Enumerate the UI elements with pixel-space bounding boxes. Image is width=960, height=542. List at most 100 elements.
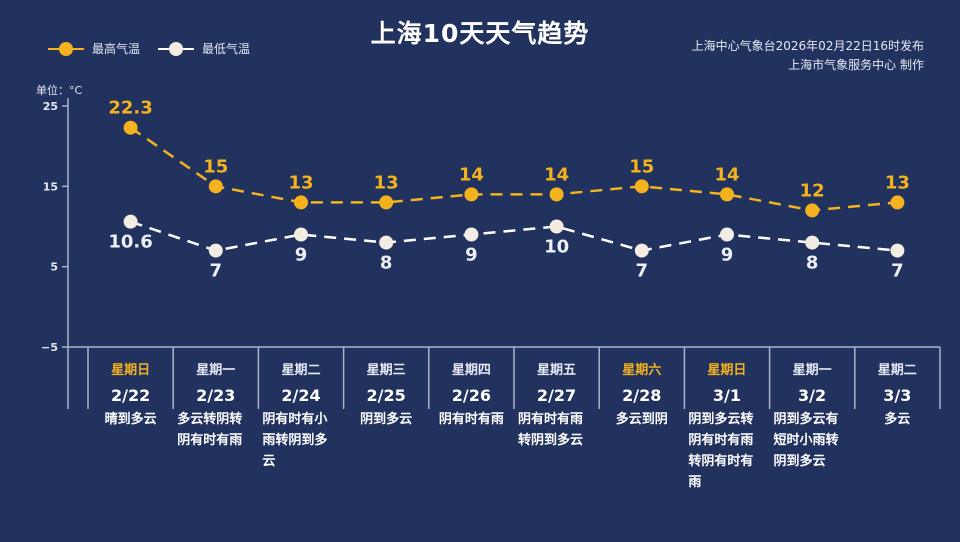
low-temp-label: 9: [465, 245, 478, 266]
high-temp-marker-icon: [48, 41, 84, 56]
date-label: 2/27: [536, 386, 577, 405]
day-header: 星期一 2/23: [173, 347, 258, 409]
weekday-label: 星期二: [877, 363, 917, 378]
day-header: 星期二 2/24: [258, 347, 343, 409]
high-temp-label: 13: [374, 172, 399, 193]
weather-description: 阴到多云转阴有时有雨转阴有时有雨: [688, 412, 754, 490]
legend-item-low: 最低气温: [158, 40, 250, 57]
date-label: 2/23: [196, 386, 236, 405]
low-temp-label: 7: [891, 261, 904, 282]
high-temp-label: 14: [544, 164, 569, 185]
date-label: 3/1: [712, 386, 741, 405]
low-temp-point: [890, 243, 905, 258]
low-temp-point: [123, 214, 138, 229]
low-temp-point: [805, 235, 820, 250]
low-temp-marker-icon: [158, 41, 195, 56]
weather-description: 多云到阴: [615, 412, 668, 427]
forecast-day: 星期五 2/27 阴有时有雨转阴到多云: [514, 347, 599, 493]
high-temp-label: 15: [203, 156, 228, 177]
high-temp-point: [805, 203, 820, 218]
day-header: 星期三 2/25: [344, 347, 429, 409]
y-tick-label: −5: [41, 341, 58, 354]
weekday-label: 星期三: [366, 363, 406, 378]
low-temp-label: 7: [210, 261, 223, 282]
low-temp-label: 8: [806, 253, 819, 274]
weekday-label: 星期一: [196, 363, 236, 378]
forecast-day: 星期三 2/25 阴到多云: [344, 347, 429, 493]
weather-description: 多云: [884, 412, 911, 427]
unit-label: 单位：°C: [36, 84, 83, 97]
forecast-day: 星期日 3/1 阴到多云转阴有时有雨转阴有时有雨: [684, 347, 769, 493]
low-temp-point: [379, 235, 394, 250]
day-header: 星期日 3/1: [684, 347, 769, 409]
low-temp-point: [549, 219, 564, 234]
y-tick-label: 25: [43, 100, 58, 113]
forecast-day: 星期二 3/3 多云: [855, 347, 940, 493]
high-temp-point: [123, 120, 138, 135]
low-temp-line: [130, 220, 898, 252]
day-header: 星期二 3/3: [855, 347, 940, 409]
day-header: 星期四 2/26: [429, 347, 514, 409]
date-label: 2/24: [281, 386, 321, 405]
legend-high-label: 最高气温: [92, 42, 141, 56]
forecast-day: 星期二 2/24 阴有时有小雨转阴到多云: [258, 347, 343, 493]
forecast-days: 星期日 2/22 晴到多云 星期一 2/23 多云转阴转阴有时有雨 星期二 2/24 阴有时有小…: [88, 347, 940, 493]
legend-low-label: 最低气温: [202, 42, 251, 56]
high-temp-label: 22.3: [108, 98, 152, 119]
source-credit: 上海中心气象台2026年02月22日16时发布 上海市气象服务中心 制作: [692, 37, 924, 75]
low-temp-label: 9: [295, 245, 308, 266]
day-header: 星期一 3/2: [770, 347, 855, 409]
weekday-label: 星期四: [451, 363, 491, 378]
forecast-day: 星期一 2/23 多云转阴转阴有时有雨: [173, 347, 258, 493]
low-temp-label: 10.6: [108, 232, 152, 253]
weather-description: 阴有时有雨转阴到多云: [517, 412, 583, 448]
date-label: 2/22: [110, 386, 151, 405]
producer-info: 上海市气象服务中心 制作: [788, 58, 924, 72]
y-tick-label: 5: [50, 261, 58, 274]
date-label: 2/25: [366, 386, 406, 405]
date-label: 3/3: [883, 386, 912, 405]
high-temp-point: [379, 195, 394, 210]
high-temp-point: [634, 179, 649, 194]
weather-description: 阴到多云: [360, 412, 413, 427]
low-temp-label: 9: [721, 245, 734, 266]
weekday-label: 星期日: [707, 363, 747, 378]
forecast-day: 星期六 2/28 多云到阴: [599, 347, 684, 493]
forecast-day: 星期一 3/2 阴到多云有短时小雨转阴到多云: [770, 347, 855, 493]
day-header: 星期六 2/28: [599, 347, 684, 409]
weekday-label: 星期二: [281, 363, 321, 378]
high-temp-point: [549, 187, 564, 202]
high-temp-label: 13: [288, 172, 313, 193]
low-temp-label: 8: [380, 253, 393, 274]
low-temp-point: [208, 243, 223, 258]
weather-description: 阴到多云有短时小雨转阴到多云: [773, 412, 839, 469]
high-temp-point: [208, 179, 223, 194]
weather-description: 阴有时有小雨转阴到多云: [262, 412, 328, 469]
low-temp-label: 7: [636, 261, 649, 282]
low-temp-point: [720, 227, 734, 242]
high-temp-label: 15: [629, 156, 654, 177]
forecast-day: 星期四 2/26 阴有时有雨: [429, 347, 514, 493]
high-temp-label: 13: [885, 172, 910, 193]
weather-description: 多云转阴转阴有时有雨: [177, 412, 243, 448]
high-temp-point: [720, 187, 734, 202]
high-temp-label: 14: [714, 164, 739, 185]
high-temp-label: 12: [800, 180, 825, 201]
y-tick-label: 15: [43, 180, 58, 193]
publish-info: 上海中心气象台2026年02月22日16时发布: [691, 39, 924, 53]
day-header: 星期日 2/22: [88, 347, 173, 409]
low-temp-point: [634, 243, 649, 258]
date-label: 3/2: [798, 386, 827, 405]
high-temp-point: [464, 187, 479, 202]
high-temp-point: [890, 195, 905, 210]
high-temp-point: [294, 195, 308, 210]
date-label: 2/26: [451, 386, 491, 405]
high-temp-line: [129, 126, 898, 212]
legend-item-high: 最高气温: [48, 40, 140, 57]
low-temp-label: 10: [544, 237, 569, 258]
chart-title: 上海10天天气趋势: [370, 19, 590, 48]
weather-description: 晴到多云: [104, 412, 157, 427]
weekday-label: 星期日: [111, 363, 151, 378]
date-label: 2/28: [622, 386, 662, 405]
